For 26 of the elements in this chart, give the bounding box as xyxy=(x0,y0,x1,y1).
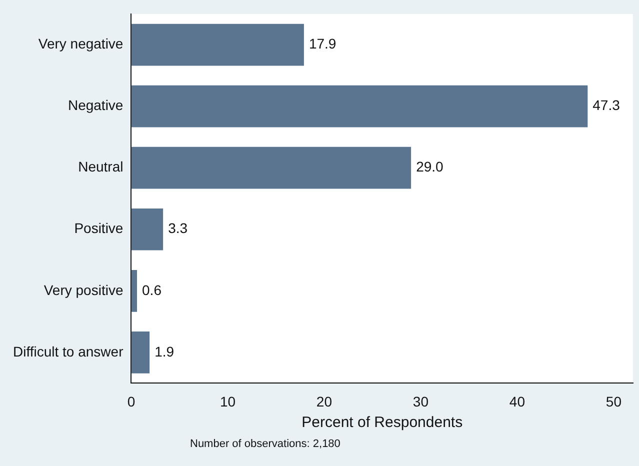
y-tick-label: Very positive xyxy=(44,282,124,298)
y-tick-label: Neutral xyxy=(78,158,124,175)
x-tick-label: 40 xyxy=(509,393,526,410)
data-label: 0.6 xyxy=(142,282,162,298)
bar xyxy=(131,85,588,128)
data-label: 29.0 xyxy=(416,158,444,175)
bar xyxy=(131,208,164,250)
y-tick-label: Positive xyxy=(74,220,124,236)
x-tick-label: 10 xyxy=(220,393,236,410)
x-tick-label: 50 xyxy=(606,393,622,410)
bar xyxy=(131,332,150,374)
x-tick-label: 0 xyxy=(127,393,136,410)
bar xyxy=(131,146,412,189)
x-tick-label: 30 xyxy=(412,393,429,410)
bar xyxy=(131,270,138,312)
y-tick-label: Very negative xyxy=(38,36,124,52)
data-label: 3.3 xyxy=(168,220,188,236)
data-label: 1.9 xyxy=(154,343,174,360)
y-tick-label: Difficult to answer xyxy=(12,343,124,360)
bar xyxy=(131,24,304,66)
y-tick-label: Negative xyxy=(68,97,124,114)
data-label: 17.9 xyxy=(308,36,336,52)
x-tick-label: 20 xyxy=(316,393,332,410)
data-label: 47.3 xyxy=(592,97,620,114)
text: Number of observations: 2,180 xyxy=(190,438,340,450)
x-axis-title: Percent of Respondents xyxy=(302,414,463,432)
